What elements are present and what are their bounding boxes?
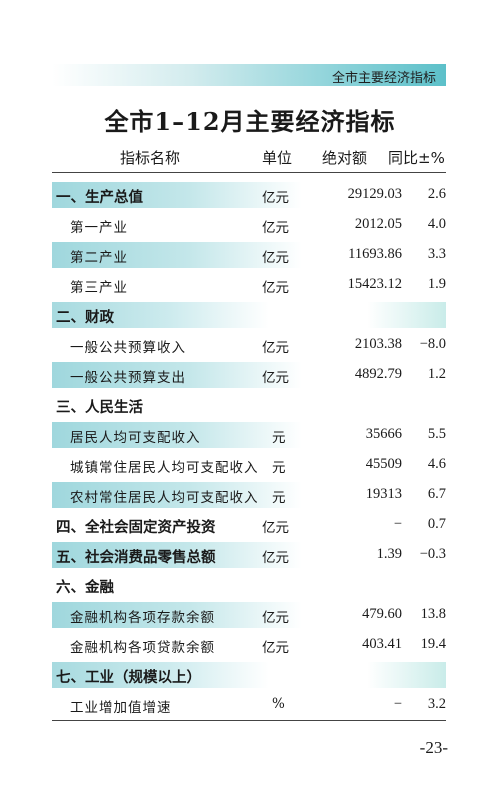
row-highlight (52, 362, 302, 388)
header-unit: 单位 (262, 149, 293, 167)
indicator-value: 11693.86 (348, 246, 402, 262)
indicator-value: 4892.79 (354, 366, 402, 382)
table-header: 指标名称 单位 绝对额 同比±% (52, 143, 446, 171)
row-highlight (52, 482, 302, 508)
table-row: 七、工业（规模以上） (52, 662, 446, 688)
indicator-value: 403.41 (362, 636, 402, 652)
header-divider (52, 172, 446, 173)
indicator-unit: 亿元 (262, 520, 289, 536)
row-highlight (52, 302, 446, 328)
indicator-value: 29129.03 (347, 186, 402, 202)
indicator-name: 金融机构各项贷款余额 (70, 640, 215, 656)
indicator-name: 三、人民生活 (56, 400, 143, 416)
indicator-value: 35666 (365, 426, 402, 442)
indicator-unit: 亿元 (262, 220, 289, 236)
indicator-name: 五、社会消费品零售总额 (56, 550, 216, 566)
indicator-name: 二、财政 (56, 310, 114, 326)
table-row: 六、金融 (52, 572, 446, 598)
indicator-name: 农村常住居民人均可支配收入 (70, 490, 259, 506)
indicator-growth: 3.2 (427, 696, 446, 712)
indicator-unit: 亿元 (262, 370, 289, 386)
row-highlight (52, 242, 302, 268)
indicator-name: 一般公共预算支出 (70, 370, 186, 386)
section-banner: 全市主要经济指标 (52, 64, 446, 86)
header-value: 绝对额 (322, 149, 368, 167)
page-number: -23- (419, 738, 448, 757)
table-row: 四、全社会固定资产投资 亿元 − 0.7 (52, 512, 446, 538)
row-highlight (52, 602, 302, 628)
indicator-growth: 5.5 (427, 426, 446, 442)
indicator-value: 2012.05 (354, 216, 402, 232)
indicator-value: − (393, 696, 402, 712)
row-highlight (52, 182, 302, 208)
indicator-growth: −8.0 (419, 336, 446, 352)
indicator-growth: 19.4 (420, 636, 446, 652)
indicator-growth: 1.9 (427, 276, 446, 292)
indicator-name: 六、金融 (56, 580, 114, 596)
indicator-growth: 13.8 (420, 606, 446, 622)
indicator-name: 第一产业 (70, 220, 128, 236)
table-row: 金融机构各项贷款余额 亿元 403.41 19.4 (52, 632, 446, 658)
indicator-name: 一般公共预算收入 (70, 340, 186, 356)
indicator-unit: 亿元 (262, 250, 289, 266)
indicator-unit: 亿元 (262, 640, 289, 656)
table-row: 五、社会消费品零售总额 亿元 1.39 −0.3 (52, 542, 446, 568)
indicator-unit: 亿元 (262, 550, 289, 566)
indicator-value: 2103.38 (354, 336, 402, 352)
indicator-name: 第三产业 (70, 280, 128, 296)
indicator-unit: 元 (272, 460, 286, 476)
indicator-growth: 6.7 (427, 486, 446, 502)
table-row: 二、财政 (52, 302, 446, 328)
bottom-rule (52, 720, 446, 721)
indicator-growth: 2.6 (427, 186, 446, 202)
indicator-name: 工业增加值增速 (70, 700, 172, 716)
table-row: 农村常住居民人均可支配收入元 19313 6.7 (52, 482, 446, 508)
indicator-value: 1.39 (376, 546, 402, 562)
indicator-unit: % (272, 696, 285, 712)
indicator-unit: 亿元 (262, 280, 289, 296)
table-row: 三、人民生活 (52, 392, 446, 418)
indicator-value: 15423.12 (347, 276, 402, 292)
indicator-unit: 亿元 (262, 610, 289, 626)
indicator-name: 四、全社会固定资产投资 (56, 520, 216, 536)
table-row: 一般公共预算支出 亿元 4892.79 1.2 (52, 362, 446, 388)
indicator-unit: 元 (272, 490, 286, 506)
table-row: 第一产业 亿元 2012.05 4.0 (52, 212, 446, 238)
indicator-name: 金融机构各项存款余额 (70, 610, 215, 626)
page-title: 全市1–12月主要经济指标 (104, 107, 396, 136)
table-row: 工业增加值增速% − 3.2 (52, 692, 446, 718)
header-name: 指标名称 (120, 149, 181, 167)
table-row: 第三产业 亿元 15423.12 1.9 (52, 272, 446, 298)
table-row: 一、生产总值 亿元 29129.03 2.6 (52, 182, 446, 208)
indicator-growth: −0.3 (419, 546, 446, 562)
banner-label: 全市主要经济指标 (331, 71, 436, 86)
indicator-unit: 亿元 (262, 340, 289, 356)
indicator-value: 19313 (365, 486, 402, 502)
row-highlight (52, 542, 302, 568)
row-highlight (52, 422, 302, 448)
indicator-name: 居民人均可支配收入 (70, 430, 201, 446)
indicator-value: 479.60 (362, 606, 402, 622)
indicator-growth: 4.0 (427, 216, 446, 232)
indicator-name: 一、生产总值 (56, 190, 143, 206)
indicator-growth: 1.2 (427, 366, 446, 382)
indicator-unit: 元 (272, 430, 286, 446)
indicator-name: 城镇常住居民人均可支配收入 (70, 460, 259, 476)
header-growth: 同比±% (388, 149, 445, 167)
indicator-name: 第二产业 (70, 250, 128, 266)
indicator-growth: 4.6 (427, 456, 446, 472)
indicator-value: − (393, 516, 402, 532)
indicator-unit: 亿元 (262, 190, 289, 206)
table-row: 金融机构各项存款余额 亿元 479.60 13.8 (52, 602, 446, 628)
indicator-name: 七、工业（规模以上） (56, 670, 201, 686)
table-row: 居民人均可支配收入 元 35666 5.5 (52, 422, 446, 448)
table-row: 第二产业 亿元 11693.86 3.3 (52, 242, 446, 268)
table-row: 一般公共预算收入 亿元 2103.38 −8.0 (52, 332, 446, 358)
table-row: 城镇常住居民人均可支配收入元 45509 4.6 (52, 452, 446, 478)
indicator-growth: 3.3 (427, 246, 446, 262)
indicator-growth: 0.7 (427, 516, 446, 532)
row-highlight (52, 662, 446, 688)
indicator-value: 45509 (365, 456, 402, 472)
